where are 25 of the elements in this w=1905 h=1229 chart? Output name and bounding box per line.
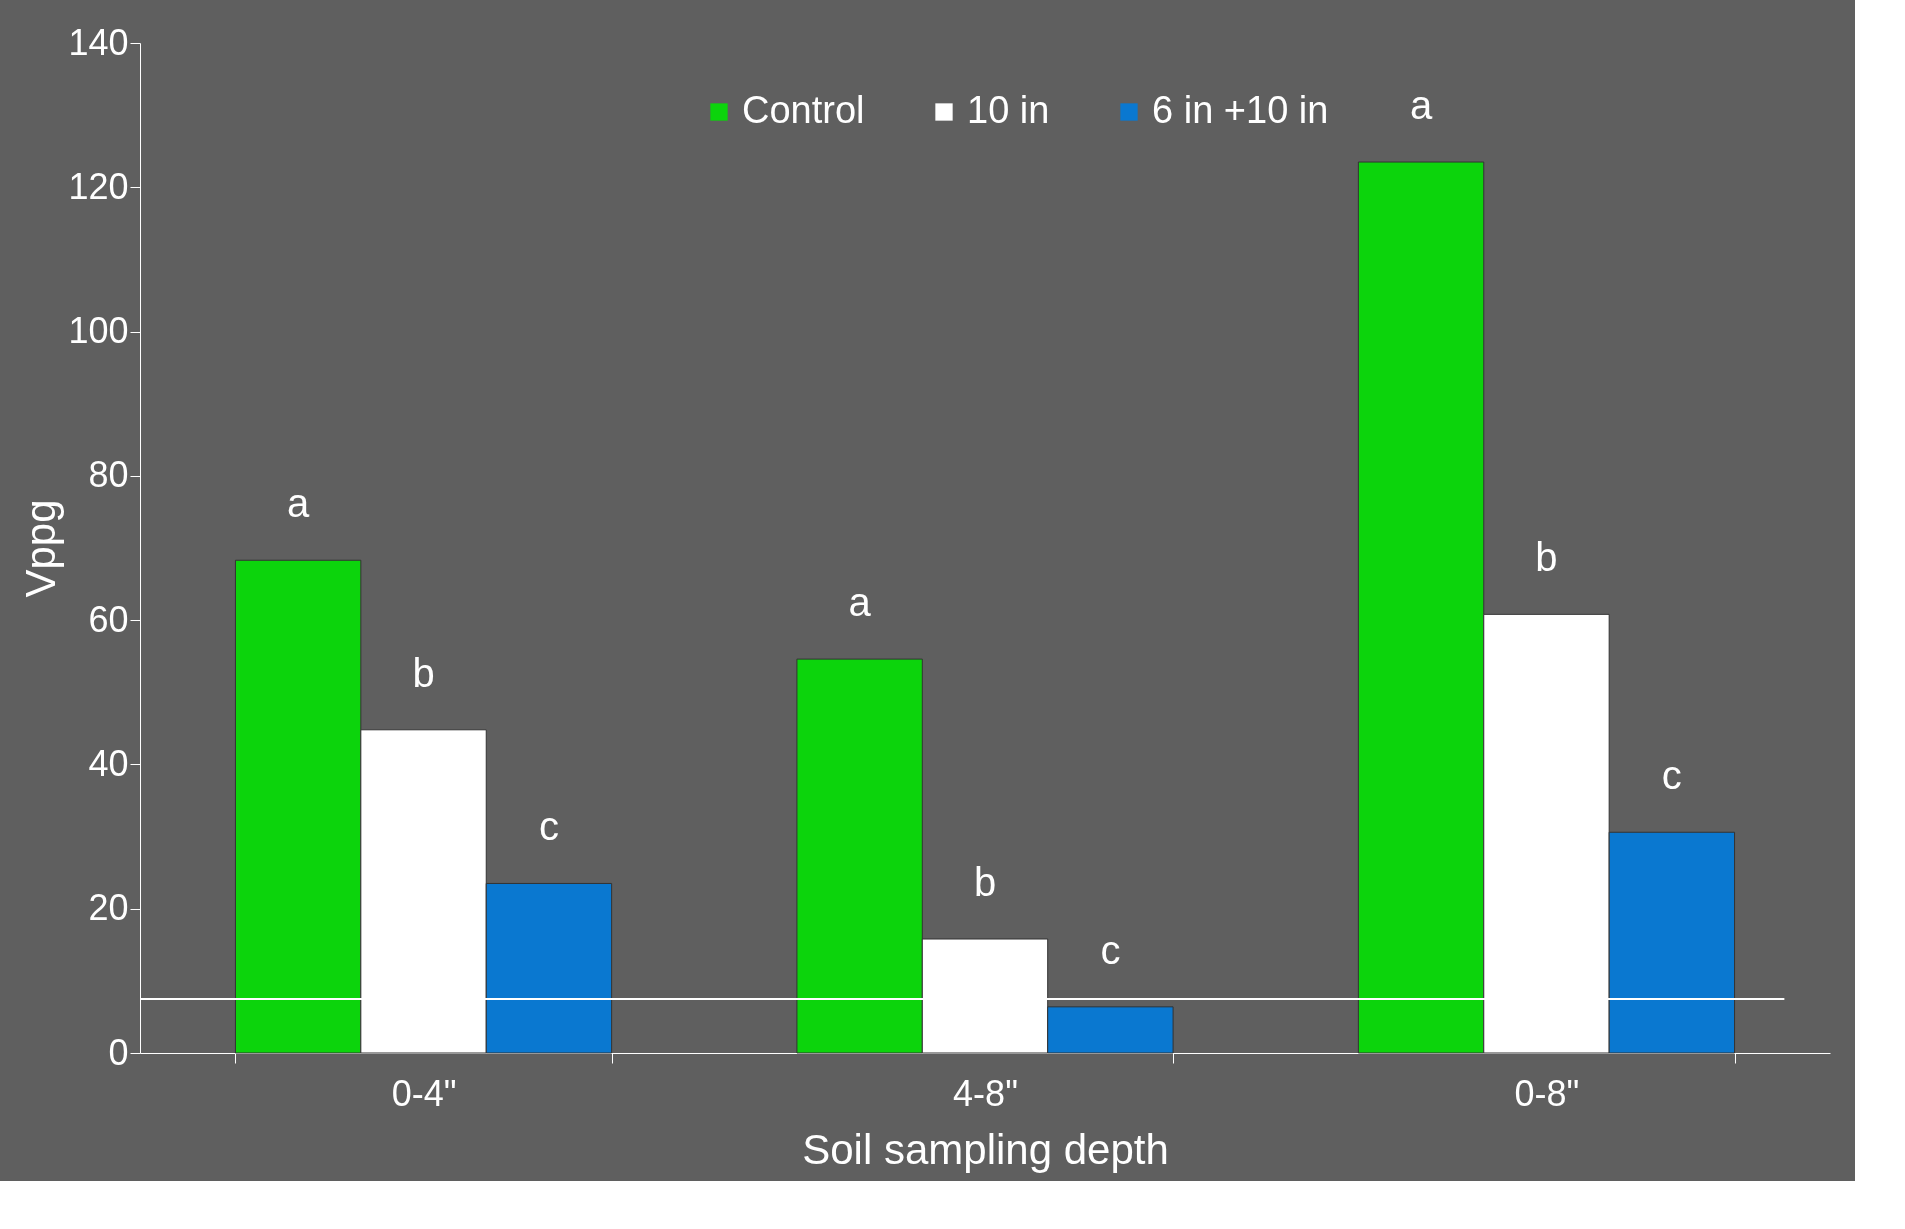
y-axis-title: Vppg [17,499,65,598]
annotation: a [1409,83,1433,128]
legend-label: 6 in +10 in [1152,89,1329,131]
annotation: b [973,860,997,905]
y-tick-label: 60 [88,598,129,640]
y-tick-label: 40 [88,742,129,784]
annotation: c [1661,753,1682,798]
x-axis-title: Soil sampling depth [802,1125,1169,1173]
legend-label: 10 in [967,89,1050,131]
x-tick-label: 0-4" [391,1072,457,1114]
annotation: b [412,650,435,695]
legend-label: Control [742,89,865,131]
y-tick-label: 140 [68,21,129,63]
annotation: b [1535,535,1558,580]
y-tick-label: 120 [68,165,129,207]
annotation: c [538,804,559,849]
x-tick-label: 0-8" [1514,1072,1580,1114]
annotation: c [1100,927,1121,972]
annotation: a [848,580,872,625]
x-tick-label: 4-8" [953,1072,1018,1114]
y-tick-label: 100 [68,310,129,352]
annotation: a [287,481,311,526]
y-tick-label: 0 [108,1031,129,1073]
y-tick-label: 80 [88,454,129,496]
y-tick-label: 20 [88,887,129,929]
